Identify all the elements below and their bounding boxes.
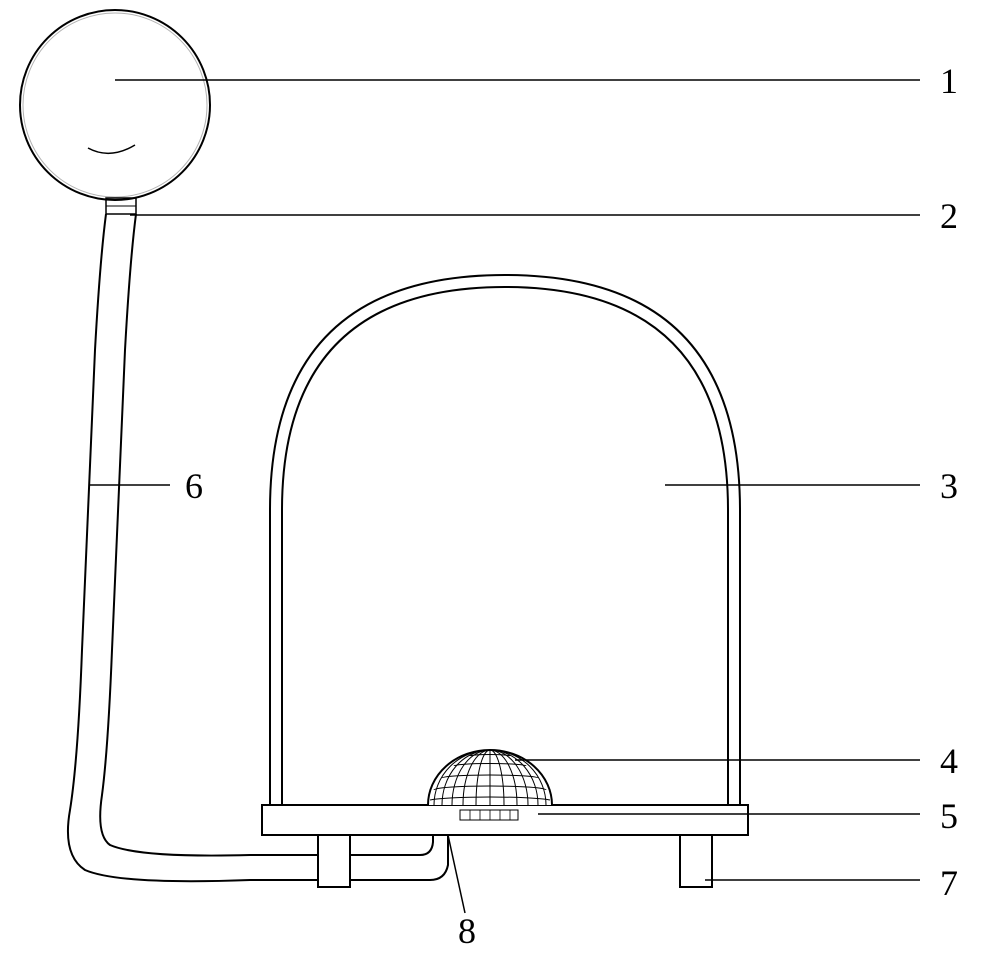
label-3: 3 (940, 465, 958, 507)
label-1: 1 (940, 60, 958, 102)
balloon-part (20, 10, 210, 200)
label-4: 4 (940, 740, 958, 782)
label-6: 6 (185, 465, 203, 507)
dome-part (270, 275, 740, 805)
technical-diagram: 1 2 3 4 5 6 7 8 (0, 0, 1000, 965)
label-2: 2 (940, 195, 958, 237)
label-5: 5 (940, 795, 958, 837)
mesh-dome-part (428, 750, 552, 805)
diagram-svg (0, 0, 1000, 965)
tube-part (68, 214, 448, 881)
label-8: 8 (458, 910, 476, 952)
label-7: 7 (940, 862, 958, 904)
